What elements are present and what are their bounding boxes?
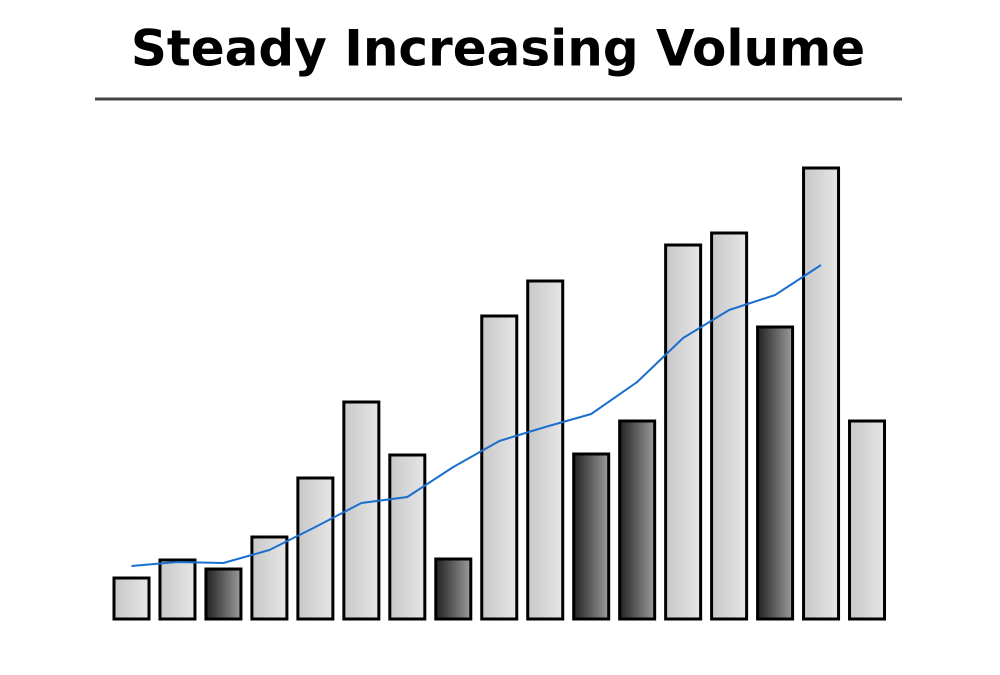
- bar: [802, 166, 841, 621]
- bar: [158, 558, 197, 621]
- bar: [618, 419, 657, 621]
- bar: [434, 557, 473, 621]
- trend-line: [131, 264, 822, 567]
- bar: [388, 453, 427, 621]
- bar: [710, 231, 749, 621]
- bar: [848, 419, 887, 621]
- bar: [296, 476, 335, 621]
- bar: [756, 325, 795, 621]
- chart-title: Steady Increasing Volume: [131, 20, 865, 78]
- bar: [526, 279, 565, 621]
- bar: [664, 243, 703, 621]
- bar: [572, 452, 611, 621]
- bar: [112, 576, 151, 621]
- bar: [342, 400, 381, 621]
- bar: [480, 314, 519, 621]
- bar: [204, 567, 243, 621]
